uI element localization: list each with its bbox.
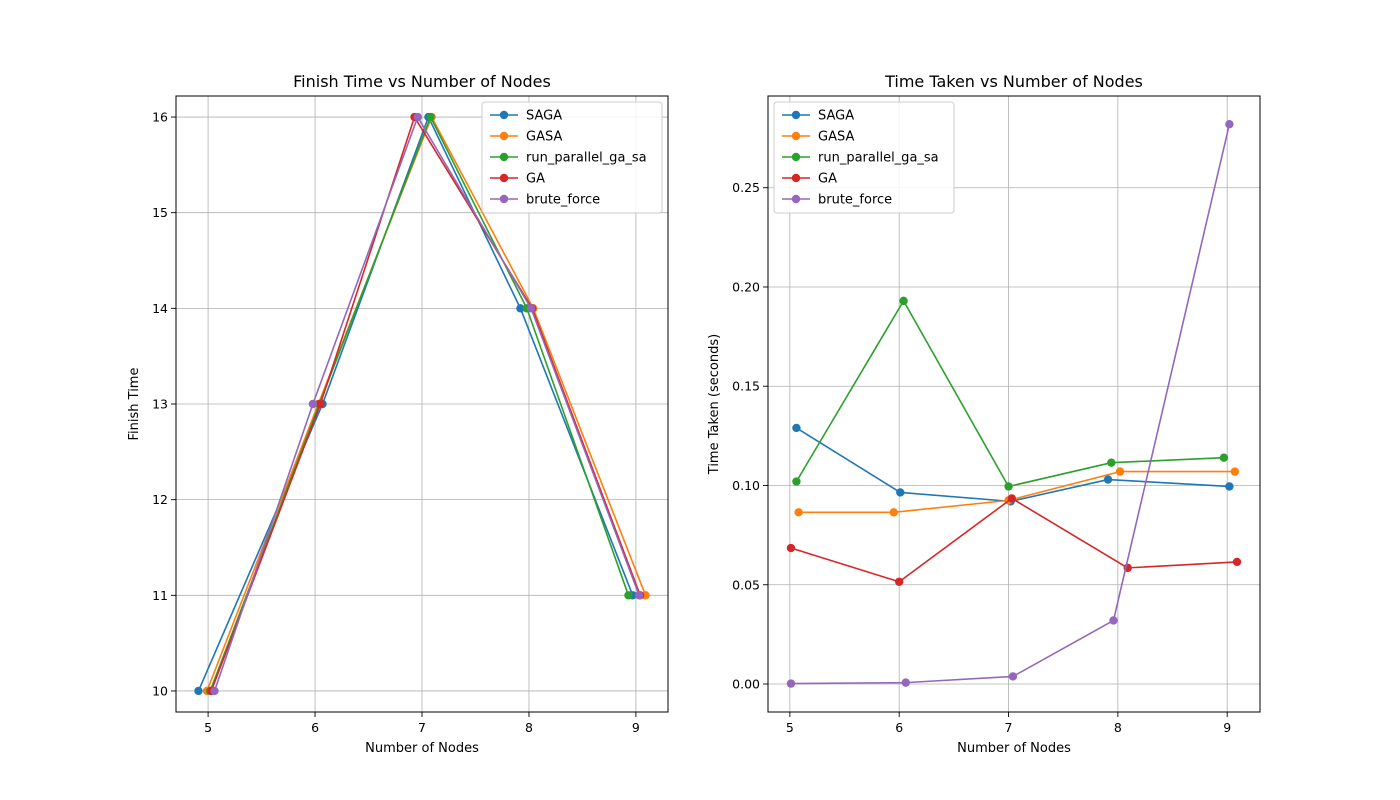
finish-time-y-axis-label: Finish Time: [127, 368, 142, 441]
time-taken-legend-label-GASA: GASA: [818, 130, 854, 145]
time-taken-y-tick-label: 0.25: [732, 180, 760, 195]
finish-time-data-point-brute_force: [413, 112, 422, 122]
time-taken-x-tick-label: 5: [786, 720, 794, 735]
finish-time-legend-marker-GA: [499, 173, 509, 183]
time-taken-y-axis-label: Time Taken (seconds): [707, 334, 722, 475]
time-taken-x-tick-label: 6: [895, 720, 903, 735]
time-taken-x-axis-label: Number of Nodes: [957, 741, 1071, 756]
finish-time-legend: SAGA GASA run_parallel_ga_sa GA brute_force: [481, 101, 663, 214]
finish-time-y-tick-label: 14: [152, 301, 168, 316]
time-taken-data-point-brute_force: [1109, 616, 1118, 625]
finish-time-data-point-brute_force: [526, 304, 536, 313]
finish-time-x-tick-label: 5: [204, 720, 212, 735]
time-taken-x-tick-label: 9: [1223, 720, 1231, 735]
time-taken-y-tick-label: 0.00: [732, 677, 760, 692]
finish-time-data-point-brute_force: [634, 591, 644, 600]
time-taken-data-point-GASA: [1230, 467, 1240, 476]
time-taken-data-point-brute_force: [1008, 672, 1018, 681]
time-taken-y-tick-label: 0.15: [732, 379, 760, 394]
time-taken-x-tick-label: 7: [1005, 720, 1013, 735]
finish-time-legend-label-brute_force: brute_force: [526, 193, 600, 208]
time-taken-legend-marker-run_parallel_ga_sa: [791, 152, 801, 162]
time-taken-series-line-SAGA: [796, 427, 1230, 503]
finish-time-data-point-run_parallel_ga_sa: [426, 112, 435, 122]
time-taken-y-tick-label: 0.20: [732, 279, 760, 294]
time-taken-series-line-GASA: [798, 470, 1235, 514]
time-taken-data-point-GA: [786, 543, 796, 553]
finish-time-y-tick-label: 16: [152, 110, 168, 125]
time-taken-data-point-run_parallel_ga_sa: [1004, 482, 1013, 491]
time-taken-data-point-brute_force: [1225, 119, 1234, 129]
finish-time-y-tick-label: 13: [152, 397, 168, 412]
finish-time-legend-label-run_parallel_ga_sa: run_parallel_ga_sa: [526, 151, 647, 166]
time-taken-legend-marker-GASA: [791, 131, 801, 141]
time-taken-data-point-run_parallel_ga_sa: [1107, 458, 1116, 467]
time-taken-data-point-run_parallel_ga_sa: [899, 296, 908, 306]
time-taken-legend-label-GA: GA: [818, 172, 837, 187]
time-taken-data-point-SAGA: [792, 423, 801, 433]
time-taken-data-point-GA: [895, 577, 904, 586]
finish-time-x-tick-label: 9: [632, 720, 640, 735]
time-taken-y-tick-label: 0.10: [732, 478, 760, 493]
time-taken-legend-marker-SAGA: [791, 110, 801, 120]
time-taken-data-point-SAGA: [896, 488, 905, 497]
time-taken-data-point-SAGA: [1225, 482, 1234, 491]
finish-time-data-point-SAGA: [516, 304, 525, 313]
time-taken-chart: 5 6 7 8 9 0.00 0.05 0.10 0.15 0.20 0.25 Time Taken …: [707, 72, 1261, 756]
time-taken-series-line-GA: [790, 497, 1238, 583]
time-taken-legend-label-SAGA: SAGA: [818, 109, 854, 124]
time-taken-legend-marker-GA: [791, 173, 801, 183]
finish-time-x-tick-label: 8: [525, 720, 533, 735]
time-taken-data-point-run_parallel_ga_sa: [792, 477, 801, 486]
finish-time-y-tick-label: 15: [152, 205, 168, 220]
finish-time-y-tick-label: 12: [152, 492, 168, 507]
time-taken-series-line-run_parallel_ga_sa: [795, 300, 1224, 488]
time-taken-data-point-GASA: [889, 508, 898, 517]
time-taken-legend-marker-brute_force: [791, 194, 801, 204]
finish-time-data-point-SAGA: [194, 686, 203, 696]
finish-time-x-tick-label: 6: [311, 720, 319, 735]
time-taken-legend-box: [773, 101, 955, 214]
finish-time-data-point-run_parallel_ga_sa: [624, 591, 633, 600]
time-taken-data-point-SAGA: [1103, 475, 1113, 484]
finish-time-legend-marker-SAGA: [499, 110, 509, 120]
finish-time-x-tick-label: 7: [418, 720, 426, 735]
finish-time-legend-box: [481, 101, 663, 214]
time-taken-legend-label-brute_force: brute_force: [818, 193, 892, 208]
time-taken-data-point-brute_force: [786, 679, 796, 688]
time-taken-data-point-GA: [1007, 494, 1017, 503]
finish-time-chart-title: Finish Time vs Number of Nodes: [293, 72, 551, 91]
finish-time-x-axis-label: Number of Nodes: [365, 741, 479, 756]
finish-time-legend-label-GASA: GASA: [526, 130, 562, 145]
finish-time-legend-marker-brute_force: [499, 194, 509, 204]
time-taken-data-point-GA: [1232, 557, 1242, 567]
finish-time-chart: 5 6 7 8 9 10 11 12 13 14 15 16 Finish Time vs Number…: [127, 72, 669, 756]
finish-time-data-point-brute_force: [308, 399, 318, 409]
time-taken-data-point-GASA: [1115, 467, 1125, 476]
time-taken-data-point-run_parallel_ga_sa: [1219, 453, 1229, 462]
time-taken-plot-frame: [767, 95, 1261, 713]
time-taken-legend-label-run_parallel_ga_sa: run_parallel_ga_sa: [818, 151, 939, 166]
finish-time-legend-marker-run_parallel_ga_sa: [499, 152, 509, 162]
time-taken-y-tick-label: 0.05: [732, 577, 760, 592]
time-taken-chart-title: Time Taken vs Number of Nodes: [884, 72, 1143, 91]
finish-time-legend-label-GA: GA: [526, 172, 545, 187]
finish-time-legend-marker-GASA: [499, 131, 509, 141]
finish-time-y-tick-label: 11: [152, 588, 168, 603]
finish-time-y-tick-label: 10: [152, 683, 168, 698]
time-taken-x-tick-label: 8: [1114, 720, 1122, 735]
time-taken-data-point-brute_force: [901, 678, 910, 687]
time-taken-data-point-GASA: [794, 508, 803, 517]
finish-time-data-point-GA: [316, 399, 325, 409]
time-taken-legend: SAGA GASA run_parallel_ga_sa GA brute_force: [773, 101, 955, 214]
finish-time-legend-label-SAGA: SAGA: [526, 109, 562, 124]
finish-time-data-point-brute_force: [210, 686, 219, 696]
